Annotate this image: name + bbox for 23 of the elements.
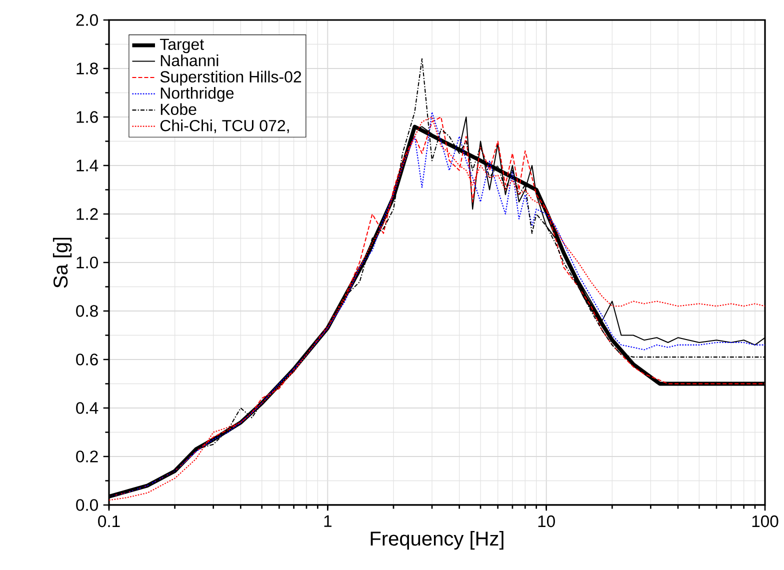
y-tick-label: 0.4 bbox=[76, 402, 98, 414]
x-tick-label: 1 bbox=[324, 515, 332, 527]
legend-label: Chi-Chi, TCU 072, bbox=[160, 120, 289, 134]
x-tick-label: 10 bbox=[538, 515, 555, 528]
y-tick-label: 1.8 bbox=[76, 62, 98, 74]
y-tick-label: 0.0 bbox=[76, 499, 98, 511]
x-axis-title: Frequency [Hz] bbox=[370, 531, 504, 550]
legend-label: Northridge bbox=[160, 87, 234, 102]
legend-label: Superstition Hills-02 bbox=[160, 70, 302, 86]
x-tick-label: 0.1 bbox=[98, 515, 120, 528]
x-tick-label: 100 bbox=[752, 515, 778, 528]
y-axis-title: Sa [g] bbox=[52, 238, 72, 288]
y-tick-label: 0.2 bbox=[76, 450, 98, 462]
y-tick-label: 1.0 bbox=[76, 256, 98, 268]
y-tick-label: 1.2 bbox=[76, 208, 98, 220]
y-tick-label: 0.6 bbox=[76, 354, 98, 366]
y-tick-label: 1.4 bbox=[76, 160, 98, 172]
y-tick-label: 2.0 bbox=[76, 14, 98, 26]
y-tick-label: 1.6 bbox=[76, 111, 98, 123]
legend-label: Target bbox=[160, 38, 204, 54]
y-tick-label: 0.8 bbox=[76, 305, 98, 317]
legend-label: Nahanni bbox=[160, 54, 218, 66]
legend-label: Kobe bbox=[160, 103, 196, 115]
